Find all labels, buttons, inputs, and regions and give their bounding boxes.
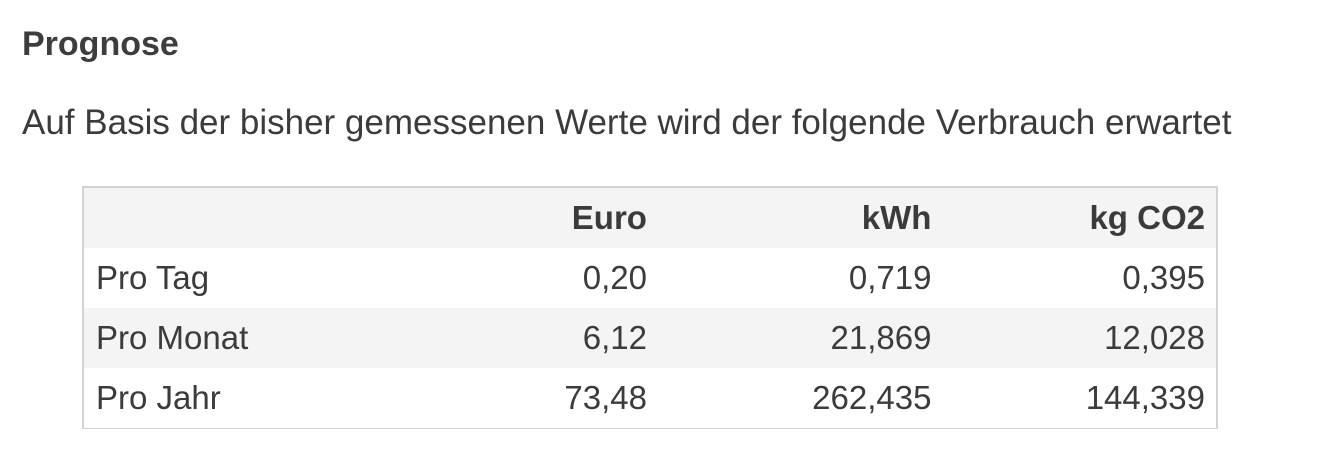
cell-kwh: 21,869	[830, 319, 932, 356]
column-header-co2: kg CO2	[1089, 199, 1205, 236]
column-header-kwh: kWh	[861, 199, 932, 236]
row-label: Pro Monat	[96, 319, 249, 356]
table-row-year: Pro Jahr 73,48 262,435 144,339	[84, 368, 1216, 428]
cell-co2: 144,339	[1085, 379, 1205, 416]
row-label: Pro Jahr	[96, 379, 221, 416]
row-label: Pro Tag	[96, 259, 210, 296]
cell-euro: 0,20	[582, 259, 647, 296]
cell-co2: 12,028	[1104, 319, 1205, 356]
table-row-month: Pro Monat 6,12 21,869 12,028	[84, 308, 1216, 368]
forecast-table: Euro kWh kg CO2 Pro Tag 0,20 0,719 0,395…	[84, 188, 1216, 428]
cell-euro: 73,48	[564, 379, 647, 416]
column-header-label	[84, 188, 435, 248]
table-row-day: Pro Tag 0,20 0,719 0,395	[84, 248, 1216, 308]
column-header-euro: Euro	[571, 199, 647, 236]
cell-euro: 6,12	[582, 319, 647, 356]
cell-co2: 0,395	[1122, 259, 1205, 296]
table-header-row: Euro kWh kg CO2	[84, 188, 1216, 248]
cell-kwh: 0,719	[848, 259, 932, 296]
forecast-table-container: Euro kWh kg CO2 Pro Tag 0,20 0,719 0,395…	[82, 186, 1218, 429]
cell-kwh: 262,435	[812, 379, 932, 416]
section-title: Prognose	[22, 25, 179, 63]
section-description: Auf Basis der bisher gemessenen Werte wi…	[22, 103, 1232, 142]
